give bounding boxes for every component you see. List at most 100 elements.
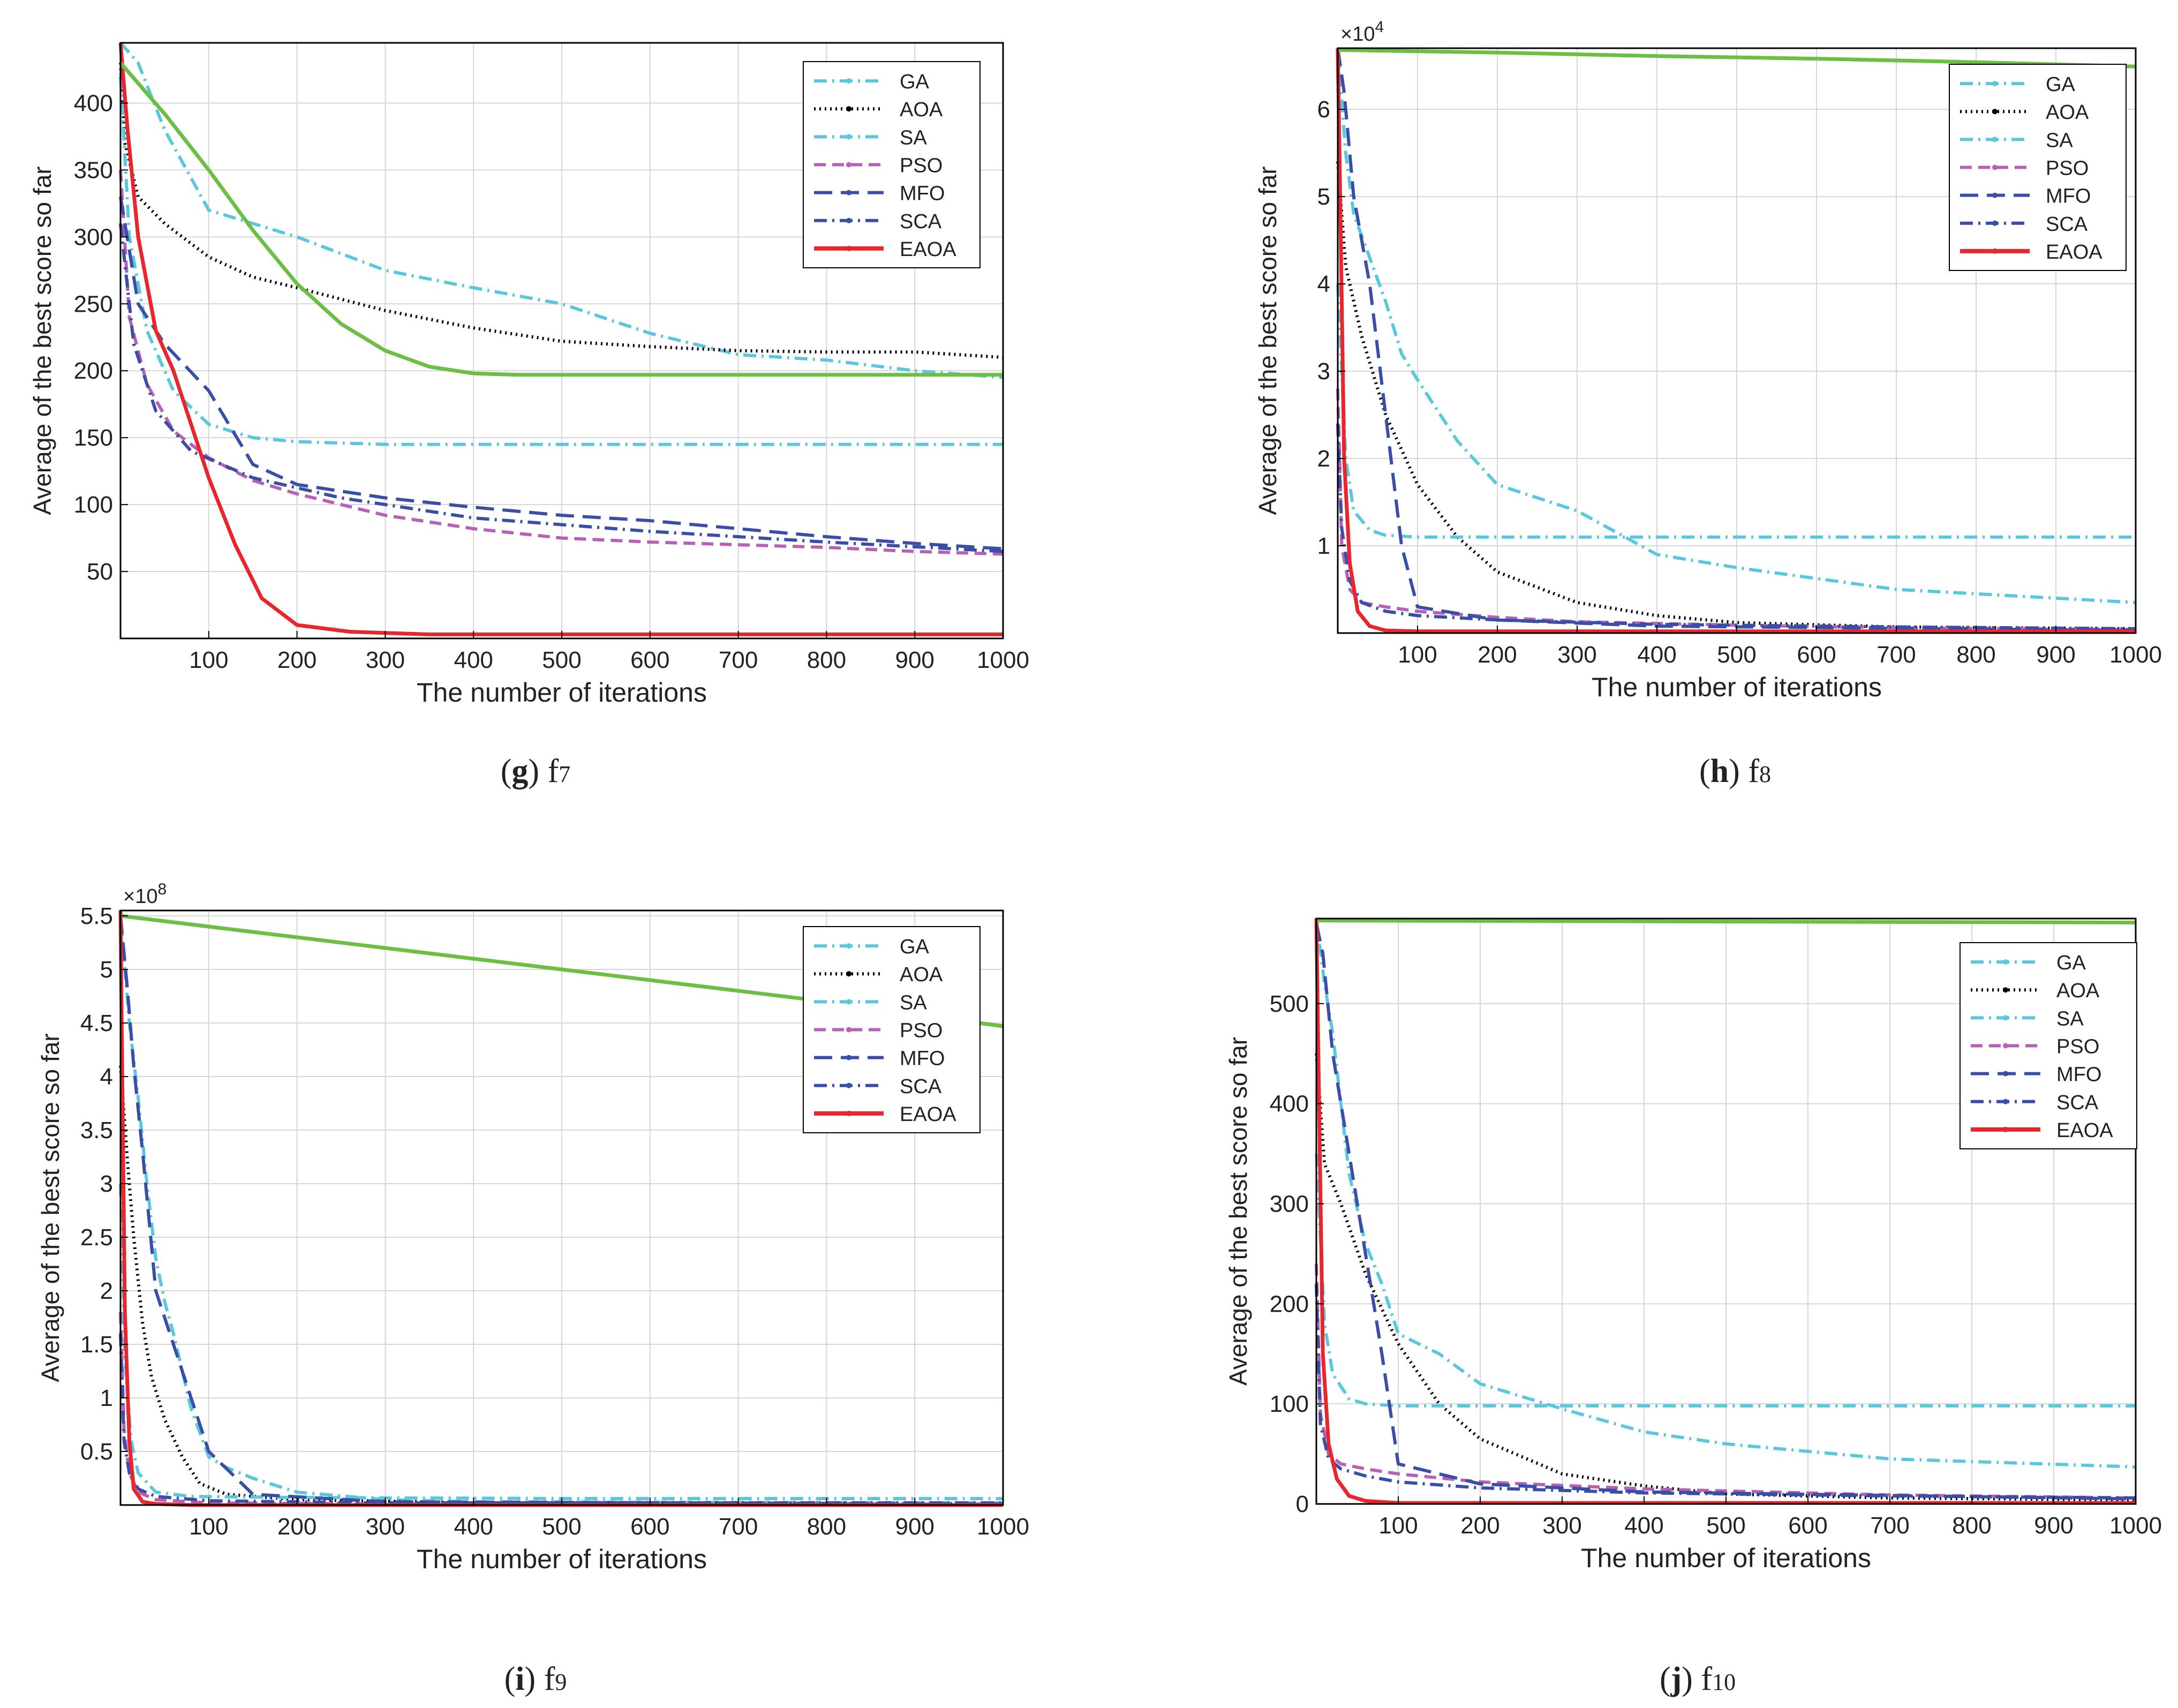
series-line-aoa (119, 63, 1004, 359)
legend-label-sa: SA (2056, 1007, 2084, 1030)
y-tick-label: 5.5 (80, 903, 113, 929)
legend-marker (846, 134, 851, 140)
y-tick-label: 100 (1270, 1391, 1309, 1417)
x-tick-label: 800 (1952, 1513, 1991, 1539)
legend-label-eaoa: EAOA (900, 238, 956, 261)
legend-label-pso: PSO (900, 1020, 943, 1042)
legend-marker (1992, 220, 1998, 226)
y-tick-label: 2 (1317, 446, 1330, 472)
x-tick-label: 700 (719, 647, 758, 673)
legend: GA AOA SA PSO MFO SCA EAOA (1949, 64, 2127, 271)
y-tick-label: 500 (1270, 991, 1309, 1017)
legend-marker (846, 217, 851, 223)
y-tick-label: 2 (100, 1278, 113, 1304)
y-tick-label: 2.5 (80, 1224, 113, 1251)
y-tick-label: 0 (1296, 1491, 1309, 1517)
y-tick-label: 100 (74, 492, 113, 518)
legend-marker (846, 245, 851, 251)
axis-exponent: ×104 (1340, 18, 1384, 46)
caption-letter: j (1670, 1661, 1682, 1697)
y-tick-label: 250 (74, 291, 113, 317)
x-tick-label: 1000 (2109, 1513, 2162, 1539)
legend: GA AOA SA PSO MFO SCA EAOA (803, 926, 981, 1133)
chart-panel-j: 100 200 300 400 500 600 700 800 900 1000 0 100 200 30… (1087, 868, 2178, 1697)
legend-label-sa: SA (2046, 129, 2073, 152)
legend-label-aoa: AOA (900, 99, 943, 121)
caption-subscript: 9 (555, 1669, 567, 1695)
x-tick-label: 300 (366, 647, 405, 673)
legend-label-mfo: MFO (2046, 185, 2091, 208)
caption-letter: g (511, 753, 529, 789)
legend-label-mfo: MFO (900, 183, 945, 205)
series-line-unlabeled (119, 62, 1003, 377)
y-tick-label: 400 (74, 90, 113, 116)
legend-label-eaoa: EAOA (900, 1103, 956, 1126)
series-line-aoa (1315, 1053, 2136, 1502)
y-tick-label: 4 (1317, 271, 1330, 297)
y-axis-label: Average of the best score so far (1224, 1037, 1252, 1386)
y-tick-label: 300 (1270, 1191, 1309, 1217)
y-tick-label: 3.5 (80, 1117, 113, 1143)
x-tick-label: 100 (1398, 642, 1437, 668)
chart-panel-i: 100 200 300 400 500 600 700 800 900 1000 0.5 1 1.5 2 2… (0, 868, 1071, 1697)
x-tick-label: 300 (1557, 642, 1596, 668)
chart-svg: 100 200 300 400 500 600 700 800 900 1000 1 2 3 4 5 6 ×10… (1254, 18, 2162, 702)
x-axis-label: The number of iterations (417, 678, 707, 708)
legend-box (803, 926, 981, 1133)
figure-caption: (g) f7 (500, 753, 571, 789)
x-tick-label: 200 (1478, 642, 1517, 668)
series-line-pso (119, 170, 1004, 556)
legend-marker (1992, 164, 1998, 170)
y-tick-label: 4 (100, 1064, 113, 1090)
x-tick-label: 200 (1460, 1513, 1499, 1539)
legend-marker (2003, 1126, 2008, 1132)
y-tick-label: 400 (1270, 1091, 1309, 1117)
caption-subscript: 10 (1712, 1669, 1736, 1695)
legend-marker (846, 106, 851, 112)
legend-marker (2003, 1098, 2008, 1104)
legend-marker (1992, 248, 1998, 254)
y-tick-label: 150 (74, 425, 113, 451)
legend-box (1949, 64, 2127, 271)
legend-label-aoa: AOA (2056, 980, 2100, 1002)
x-tick-label: 900 (2036, 642, 2075, 668)
y-axis-label: Average of the best score so far (28, 166, 56, 515)
y-tick-label: 6 (1317, 96, 1330, 123)
x-tick-label: 900 (895, 647, 934, 673)
series-line-eaoa (1336, 48, 2136, 634)
caption-subscript: 8 (1759, 761, 1771, 787)
chart-svg: 100 200 300 400 500 600 700 800 900 1000 0.5 1 1.5 2 2… (36, 881, 1029, 1574)
x-tick-label: 300 (366, 1514, 405, 1540)
y-tick-label: 200 (1270, 1291, 1309, 1317)
legend-marker (846, 162, 851, 168)
caption-function: f (1748, 753, 1759, 789)
chart-svg: 100 200 300 400 500 600 700 800 900 1000 50 100 150 2… (28, 42, 1029, 708)
legend-label-sca: SCA (2046, 213, 2088, 236)
series-line-sa (1315, 1153, 2136, 1408)
x-tick-label: 100 (1378, 1513, 1418, 1539)
x-tick-label: 500 (542, 1514, 581, 1540)
legend-marker (2003, 1071, 2008, 1077)
legend-label-aoa: AOA (2046, 101, 2089, 124)
series-line-mfo (119, 196, 1004, 551)
x-tick-label: 400 (1624, 1513, 1663, 1539)
y-axis-label: Average of the best score so far (36, 1033, 64, 1382)
series-line-sca (1315, 1283, 2136, 1500)
legend-marker (846, 190, 851, 195)
legend-marker (1992, 192, 1998, 198)
legend-marker (846, 999, 851, 1005)
series-line-unlabeled (1337, 48, 2136, 69)
x-tick-label: 800 (807, 1514, 846, 1540)
series-line-sca (1336, 423, 2136, 630)
y-tick-label: 200 (74, 358, 113, 384)
legend-label-pso: PSO (900, 155, 943, 177)
x-tick-label: 500 (542, 647, 581, 673)
x-axis-label: The number of iterations (1592, 672, 1882, 702)
x-tick-label: 700 (1870, 1513, 1909, 1539)
series-line-sca (119, 223, 1004, 553)
legend-marker (846, 1027, 851, 1033)
legend-label-sca: SCA (900, 1075, 942, 1098)
legend-marker (846, 1082, 851, 1088)
x-tick-label: 100 (189, 1514, 228, 1540)
legend: GA AOA SA PSO MFO SCA EAOA (1960, 942, 2137, 1149)
